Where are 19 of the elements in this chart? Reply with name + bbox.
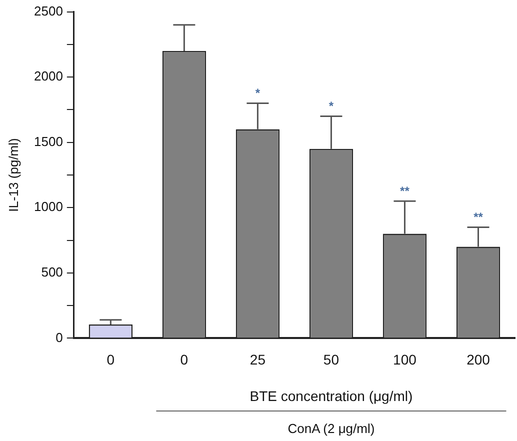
text: ConA (2 μg/ml): [288, 421, 375, 436]
x-tick-label: 100: [393, 351, 417, 368]
y-tick-label: 2500: [34, 3, 63, 18]
data-label: *: [255, 86, 260, 100]
x-tick-label: 25: [250, 351, 266, 368]
x-tick-label: 0: [106, 351, 115, 368]
y-axis-title: IL-13 (pg/ml): [6, 138, 21, 212]
x-tick-label: 50: [323, 351, 340, 368]
y-tick-label: 1000: [34, 199, 63, 214]
y-tick-label: 1500: [34, 134, 63, 149]
x-tick-label: 200: [466, 351, 490, 368]
x-tick-label: 0: [180, 351, 188, 368]
data-label: **: [400, 184, 410, 198]
x-axis-title: BTE concentration (μg/ml): [250, 388, 413, 404]
data-label: *: [328, 99, 334, 114]
data-label: **: [474, 210, 484, 224]
y-tick-label: 2000: [34, 68, 63, 84]
y-tick-label: 0: [56, 330, 63, 345]
y-tick-label: 500: [41, 264, 63, 280]
